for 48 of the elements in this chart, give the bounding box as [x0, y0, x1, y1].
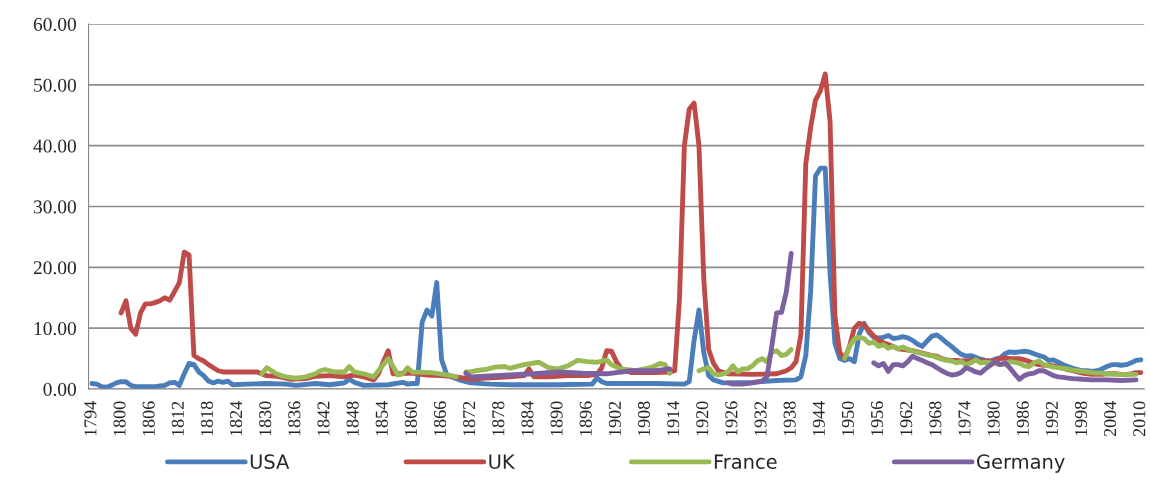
x-tick-label: 1878 — [492, 401, 505, 436]
legend-label: USA — [250, 454, 290, 469]
y-tick-label: 0.00 — [43, 382, 76, 397]
x-tick-label: 1980 — [987, 401, 1000, 436]
x-tick-label: 1854 — [375, 401, 388, 436]
x-tick-label: 1896 — [579, 401, 592, 436]
x-tick-label: 1926 — [725, 401, 738, 436]
x-tick-label: 1830 — [259, 401, 272, 436]
x-tick-label: 1902 — [608, 401, 621, 436]
x-tick-label: 1938 — [783, 401, 796, 436]
x-tick-label: 1848 — [346, 401, 359, 436]
x-tick-label: 1950 — [841, 401, 855, 436]
y-tick-label: 10.00 — [34, 321, 76, 336]
x-tick-label: 1794 — [84, 401, 97, 436]
legend-label: France — [714, 454, 777, 469]
x-tick-label: 1872 — [463, 401, 476, 436]
x-tick-label: 1998 — [1074, 401, 1088, 436]
x-tick-label: 1806 — [142, 401, 155, 436]
y-tick-label: 40.00 — [33, 139, 76, 153]
x-tick-label: 2004 — [1104, 401, 1117, 437]
x-tick-label: 1944 — [812, 401, 825, 436]
y-tick-label: 20.00 — [33, 261, 76, 275]
x-tick-label: 1914 — [667, 401, 680, 436]
x-tick-label: 1824 — [229, 401, 243, 436]
x-tick-label: 1956 — [871, 401, 884, 436]
x-tick-label: 1818 — [200, 401, 214, 436]
y-tick-label: 50.00 — [34, 78, 76, 92]
x-tick-label: 1812 — [171, 401, 184, 436]
y-tick-label: 30.00 — [33, 200, 76, 214]
x-tick-label: 1968 — [929, 401, 942, 436]
x-tick-label: 1884 — [521, 401, 534, 436]
legend-label: Germany — [977, 454, 1065, 473]
x-tick-label: 1962 — [900, 401, 913, 436]
x-tick-label: 1842 — [317, 401, 330, 436]
x-tick-label: 1920 — [696, 401, 709, 436]
x-tick-label: 1890 — [550, 401, 563, 436]
x-tick-label: 1836 — [288, 401, 301, 436]
x-tick-label: 2010 — [1133, 401, 1146, 437]
x-tick-label: 1992 — [1045, 401, 1058, 436]
x-tick-label: 1800 — [113, 401, 126, 436]
x-tick-label: 1860 — [404, 401, 417, 436]
y-tick-label: 60.00 — [33, 17, 76, 32]
x-tick-label: 1866 — [433, 401, 447, 436]
x-tick-label: 1986 — [1016, 401, 1029, 436]
x-tick-label: 1908 — [637, 401, 651, 436]
legend-label: UK — [489, 454, 516, 469]
x-tick-label: 1974 — [958, 401, 971, 436]
x-tick-label: 1932 — [754, 401, 767, 436]
